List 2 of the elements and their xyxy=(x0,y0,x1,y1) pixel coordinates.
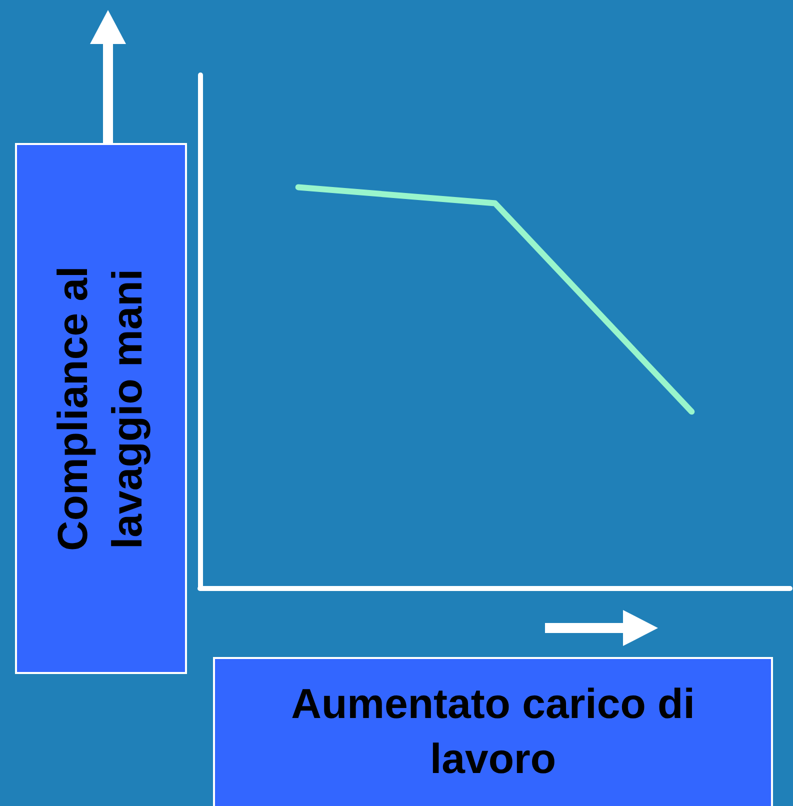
x-axis-title: Aumentato carico di lavoro xyxy=(290,679,696,784)
y-axis-title: Compliance al lavaggio mani xyxy=(48,265,152,553)
